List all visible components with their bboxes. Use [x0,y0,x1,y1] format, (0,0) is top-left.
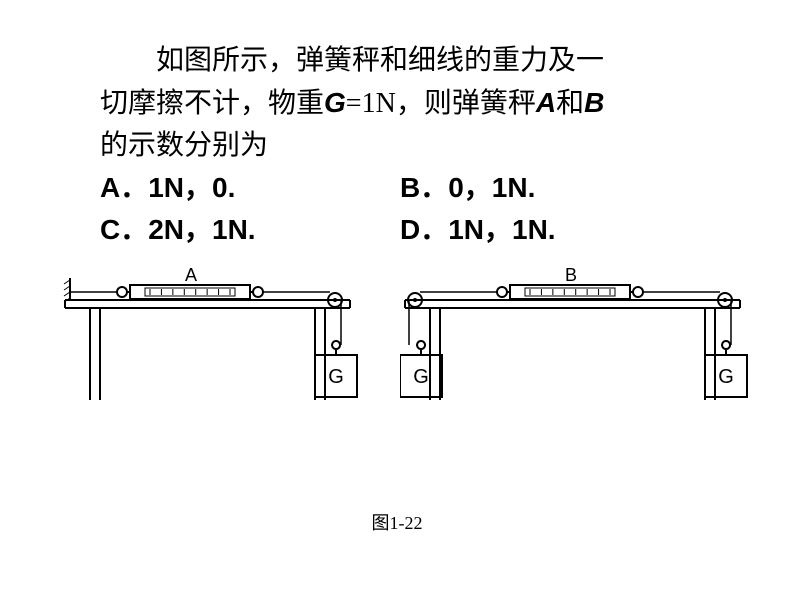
figure-caption: 图1-22 [372,509,423,535]
options: A．1N，0. B．0，1N. C．2N，1N. D．1N，1N. [0,167,794,251]
q-line2b: ，则弹簧秤 [396,88,536,119]
svg-text:G: G [413,366,429,388]
b-var: B [584,87,604,118]
option-b: B．0，1N. [400,167,535,209]
and: 和 [556,88,584,119]
g-var: G [324,87,346,118]
diagram-b-svg: GG [400,270,750,420]
scale-a-label: A [185,265,197,286]
diagrams-container: A G B GG 图1-22 [0,270,794,550]
option-d: D．1N，1N. [400,209,556,251]
q-line3: 的示数分别为 [100,130,268,161]
diagram-b: B GG [400,270,750,425]
option-a: A．1N，0. [100,167,400,209]
scale-b-label: B [565,265,577,286]
svg-text:G: G [328,366,344,388]
option-c: C．2N，1N. [100,209,400,251]
g-eq: =1N [346,88,396,119]
q-line1: 如图所示，弹簧秤和细线的重力及一 [156,45,604,76]
question-text: 如图所示，弹簧秤和细线的重力及一 切摩擦不计，物重G=1N，则弹簧秤A和B 的示… [0,0,794,167]
q-line2a: 切摩擦不计，物重 [100,88,324,119]
diagram-a: A G [60,270,360,425]
a-var: A [536,87,556,118]
svg-text:G: G [718,366,734,388]
diagram-a-svg: G [60,270,360,420]
